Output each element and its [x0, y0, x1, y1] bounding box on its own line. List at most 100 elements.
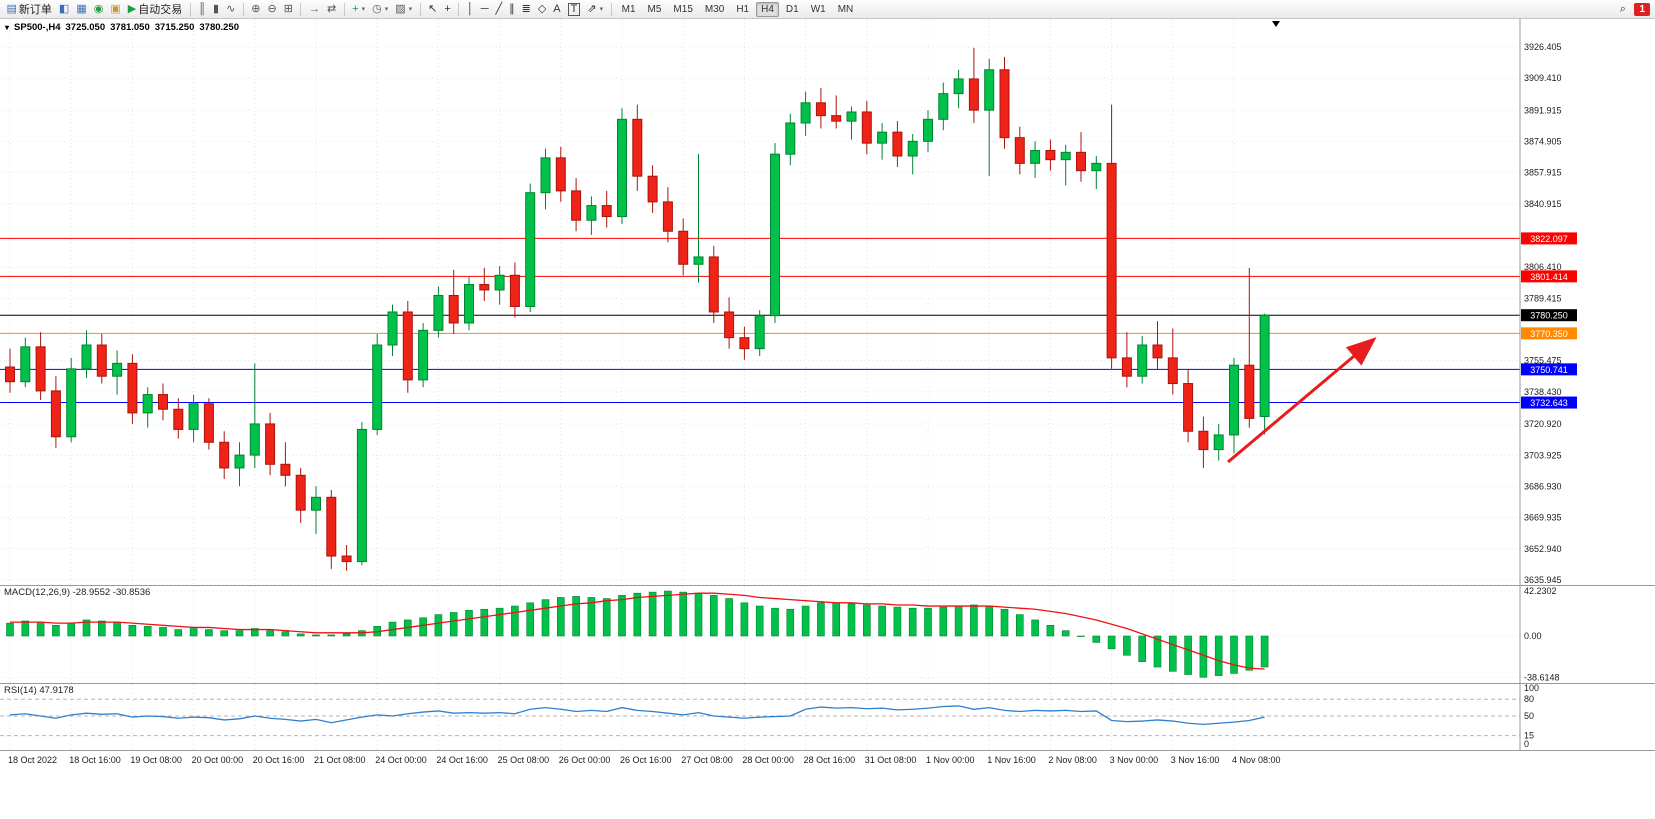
rsi-axis-tick: 15	[1524, 731, 1534, 741]
macd-histogram-bar	[251, 628, 259, 637]
arrows-button[interactable]: ⇗ ▾	[584, 1, 606, 18]
macd-chart[interactable]: 42.2302 0.00 -38.6148	[0, 586, 1655, 683]
quote-high: 3781.050	[110, 22, 150, 33]
chart-shift-button[interactable]: ⇄	[324, 1, 339, 18]
time-axis-tick: 20 Oct 16:00	[253, 755, 305, 765]
crosshair-button[interactable]: +	[441, 1, 453, 18]
bar-chart-button[interactable]: ║	[195, 1, 209, 18]
zoom-in-button[interactable]: ⊕	[248, 1, 263, 18]
text-button[interactable]: A	[550, 1, 563, 18]
fibonacci-button[interactable]: ≣	[519, 1, 534, 18]
macd-histogram-bar	[98, 620, 106, 637]
symbol-caret-icon[interactable]: ▾	[5, 23, 10, 32]
add-indicator-button[interactable]: + ▾	[349, 1, 368, 18]
line-chart-button[interactable]: ∿	[223, 1, 238, 18]
time-axis-tick: 26 Oct 16:00	[620, 755, 672, 765]
autotrading-icon: ▶	[127, 2, 137, 15]
time-axis-tick: 26 Oct 00:00	[559, 755, 611, 765]
candle-body	[464, 283, 474, 324]
candle-body	[387, 311, 398, 346]
time-axis[interactable]: 18 Oct 2022 18 Oct 16:00 19 Oct 08:00 20 Oc…	[0, 750, 1655, 769]
price-axis-tick: 3755.475	[1524, 356, 1562, 366]
price-axis-tick: 3891.915	[1524, 105, 1562, 115]
candle-body	[708, 256, 719, 313]
text-label-button[interactable]: T	[565, 1, 584, 18]
chart-shift-icon: ⇄	[326, 2, 337, 15]
macd-histogram-bar	[679, 591, 688, 637]
macd-histogram-bar	[1245, 635, 1254, 671]
candle-body	[586, 205, 597, 221]
macd-axis-tick: -38.6148	[1524, 672, 1560, 682]
time-axis-tick: 1 Nov 00:00	[926, 755, 975, 765]
candle-body	[540, 157, 551, 194]
template-button[interactable]: ▨ ▾	[392, 1, 415, 18]
trend-arrow-annotation[interactable]	[1227, 337, 1377, 464]
toolbar-separator	[343, 2, 345, 16]
candle-body	[1213, 434, 1224, 451]
candle-body	[1045, 150, 1056, 161]
timeframe-m1-button[interactable]: M1	[621, 3, 636, 15]
cursor-button[interactable]: ↖	[425, 1, 440, 18]
candle-body	[96, 344, 107, 377]
horizontal-line-button[interactable]: ─	[478, 1, 492, 18]
candle-body	[1137, 344, 1148, 377]
timeframe-m5-button[interactable]: M5	[647, 3, 662, 15]
timeframe-h1-button[interactable]: H1	[736, 3, 750, 15]
candle-body	[999, 69, 1010, 139]
period-button[interactable]: ◷ ▾	[369, 1, 391, 18]
channel-icon: ∥	[509, 2, 515, 15]
macd-histogram-bar	[235, 630, 244, 637]
auto-scroll-button[interactable]: →	[306, 1, 323, 18]
vertical-line-button[interactable]: │	[464, 1, 477, 18]
zoom-out-button[interactable]: ⊖	[265, 1, 280, 18]
tile-windows-button[interactable]: ⊞	[281, 1, 296, 18]
candle-body	[739, 337, 750, 350]
autotrading-button[interactable]: ▶ 自动交易	[125, 1, 185, 18]
timeframe-mn-button[interactable]: MN	[837, 3, 854, 15]
trendline-button[interactable]: ╱	[492, 1, 505, 18]
price-axis-tick: 3635.945	[1524, 575, 1562, 585]
toolbar-buttons: ▤ 新订单 ◧ ▦ ◉ ▣ ▶ 自动交易 ║ ▮ ∿ ⊕ ⊖ ⊞ → ⇄ + ▾ ◷ ▾ ▨ ▾ ↖ + │ ─ ╱ ∥ ≣ ◇ A T ⇗ ▾	[3, 1, 616, 18]
new-order-button[interactable]: ▤ 新订单	[4, 1, 55, 18]
macd-histogram-bar	[664, 590, 672, 637]
search-button[interactable]: ⌕	[1617, 1, 1629, 18]
market-watch-button[interactable]: ◉	[91, 1, 107, 18]
timeframe-m15-button[interactable]: M15	[673, 3, 693, 15]
candle-body	[127, 362, 138, 414]
macd-histogram-bar	[924, 607, 932, 637]
candle-body	[1229, 364, 1239, 436]
profiles-button[interactable]: ▦	[73, 1, 89, 18]
candle-body	[907, 140, 918, 157]
charts-button[interactable]: ◧	[56, 1, 72, 18]
macd-histogram-bar	[893, 606, 902, 637]
macd-histogram-bar	[694, 592, 703, 637]
price-axis-tick: 3720.920	[1524, 419, 1562, 429]
channel-button[interactable]: ∥	[506, 1, 518, 18]
macd-histogram-bar	[832, 602, 841, 637]
candle-body	[341, 555, 352, 563]
candlestick-button[interactable]: ▮	[210, 1, 222, 18]
macd-histogram-bar	[618, 595, 626, 637]
timeframe-w1-button[interactable]: W1	[810, 3, 826, 15]
shapes-button[interactable]: ◇	[535, 1, 549, 18]
macd-histogram-bar	[1153, 635, 1162, 668]
candle-body	[984, 69, 995, 111]
notification-badge[interactable]: 1	[1634, 2, 1650, 16]
price-axis-tick: 3926.405	[1524, 42, 1562, 52]
candlestick-chart[interactable]: 3926.405 3909.410 3891.915 3874.905 3857.915…	[0, 19, 1655, 585]
dropdown-caret-icon: ▾	[599, 6, 604, 13]
navigator-button[interactable]: ▣	[107, 1, 123, 18]
candle-body	[311, 496, 321, 511]
macd-axis-tick: 0.00	[1524, 631, 1542, 641]
candle-body	[938, 93, 949, 120]
timeframe-h4-button[interactable]: H4	[756, 1, 779, 17]
timeframe-d1-button[interactable]: D1	[785, 3, 799, 15]
macd-histogram-bar	[786, 608, 795, 637]
shapes-icon: ◇	[537, 2, 547, 15]
price-axis-tick: 3874.905	[1524, 137, 1562, 147]
candle-body	[66, 368, 77, 438]
price-axis-tick: 3840.915	[1524, 199, 1562, 209]
timeframe-m30-button[interactable]: M30	[704, 3, 725, 15]
chart-shift-marker-icon[interactable]	[1272, 21, 1280, 27]
